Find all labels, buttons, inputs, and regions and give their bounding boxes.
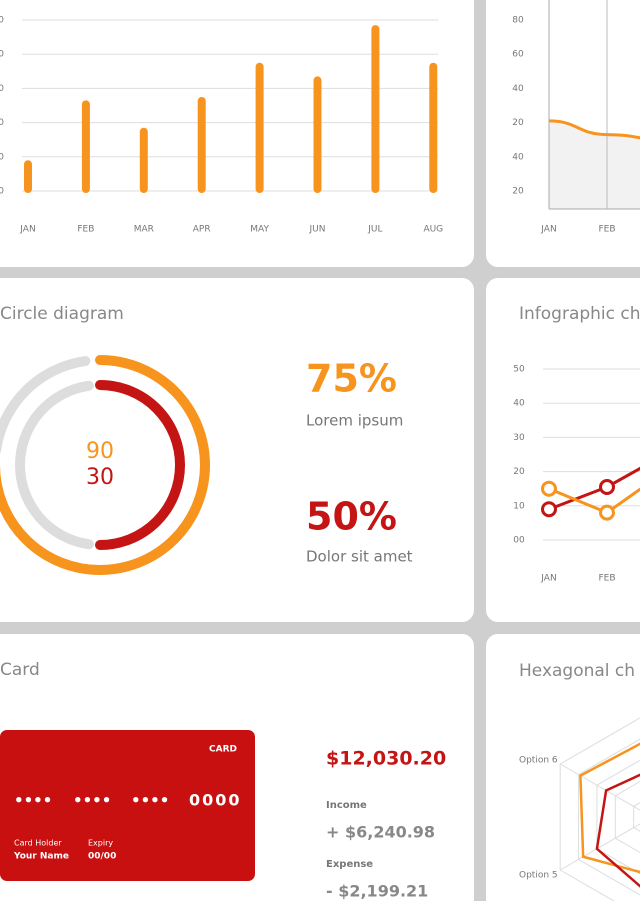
panel-title: Infographic ch	[519, 304, 640, 324]
radar-label: Option 5	[519, 871, 558, 881]
x-tick-label: JAN	[540, 225, 556, 235]
bar	[24, 160, 32, 193]
x-tick-label: JAN	[19, 225, 35, 235]
y-tick-label: 60	[0, 84, 4, 94]
bar	[371, 25, 380, 193]
panel	[0, 0, 474, 267]
point	[599, 478, 615, 495]
panel-title: Circle diagram	[0, 304, 124, 324]
y-tick-label: 40	[513, 399, 525, 409]
point	[599, 504, 615, 521]
y-tick-label: 80	[0, 50, 4, 60]
y-tick-label: 100	[0, 16, 4, 26]
point	[541, 480, 557, 497]
y-tick-label: 20	[0, 152, 4, 162]
y-tick-label: 30	[513, 433, 525, 443]
card-digits: ••••	[73, 792, 111, 810]
panel-title: Hexagonal ch	[519, 661, 635, 681]
bar	[429, 62, 438, 193]
card-field-label: Card Holder	[14, 839, 62, 848]
radar-area	[579, 742, 640, 874]
card-holder: Your Name	[13, 852, 69, 862]
card-expiry: 00/00	[88, 852, 116, 862]
y-tick-label: 80	[512, 16, 524, 26]
caption: Dolor sit amet	[306, 548, 413, 566]
income: + $6,240.98	[326, 823, 435, 842]
center-number: 30	[86, 465, 114, 490]
percent: 50%	[306, 495, 397, 539]
ring-arc	[95, 380, 185, 550]
balance: $12,030.20	[326, 748, 446, 770]
y-tick-label: 20	[512, 118, 524, 128]
x-tick-label: JAN	[540, 574, 556, 584]
area-fill	[549, 120, 640, 209]
ring-track	[0, 356, 91, 454]
x-tick-label: FEB	[77, 225, 94, 235]
income-label: Income	[326, 800, 367, 811]
panel	[486, 278, 640, 622]
bar	[197, 96, 206, 193]
center-number: 90	[86, 439, 114, 464]
radar-spoke	[559, 823, 640, 871]
x-tick-label: MAR	[134, 225, 154, 235]
bar	[139, 127, 148, 193]
radar-area	[595, 773, 640, 888]
y-tick-label: 40	[512, 152, 524, 162]
y-tick-label: 00	[513, 536, 525, 546]
card-digits: ••••	[131, 792, 169, 810]
panel-title: Card	[0, 660, 40, 680]
y-tick-label: 50	[513, 365, 525, 375]
y-tick-label: 10	[513, 501, 525, 511]
caption: Lorem ipsum	[306, 412, 403, 430]
card-digits: ••••	[14, 792, 52, 810]
y-tick-label: 20	[512, 187, 524, 197]
credit-card	[0, 730, 255, 881]
point	[541, 501, 557, 518]
x-tick-label: APR	[193, 225, 211, 235]
x-tick-label: JUN	[309, 225, 326, 235]
card-label: CARD	[209, 745, 237, 755]
y-tick-label: 60	[512, 50, 524, 60]
area-line	[548, 119, 640, 140]
panel	[486, 634, 640, 901]
x-tick-label: FEB	[598, 225, 615, 235]
card-field-label: Expiry	[88, 839, 113, 848]
x-tick-label: FEB	[598, 574, 615, 584]
y-tick-label: 0	[0, 187, 4, 197]
expense-label: Expense	[326, 859, 373, 870]
y-tick-label: 40	[512, 84, 524, 94]
expense: - $2,199.21	[326, 882, 428, 901]
ring-track	[15, 380, 94, 550]
radar-label: Option 6	[519, 756, 558, 766]
percent: 75%	[306, 357, 397, 401]
y-tick-label: 40	[0, 118, 4, 128]
bar	[255, 62, 264, 193]
y-tick-label: 20	[513, 467, 525, 477]
x-tick-label: JUL	[367, 225, 382, 235]
bar	[313, 76, 322, 193]
bar	[81, 100, 90, 193]
x-tick-label: MAY	[250, 225, 269, 235]
card-digits: 0000	[189, 791, 242, 810]
x-tick-label: AUG	[423, 225, 443, 235]
ring-arc	[0, 355, 210, 575]
